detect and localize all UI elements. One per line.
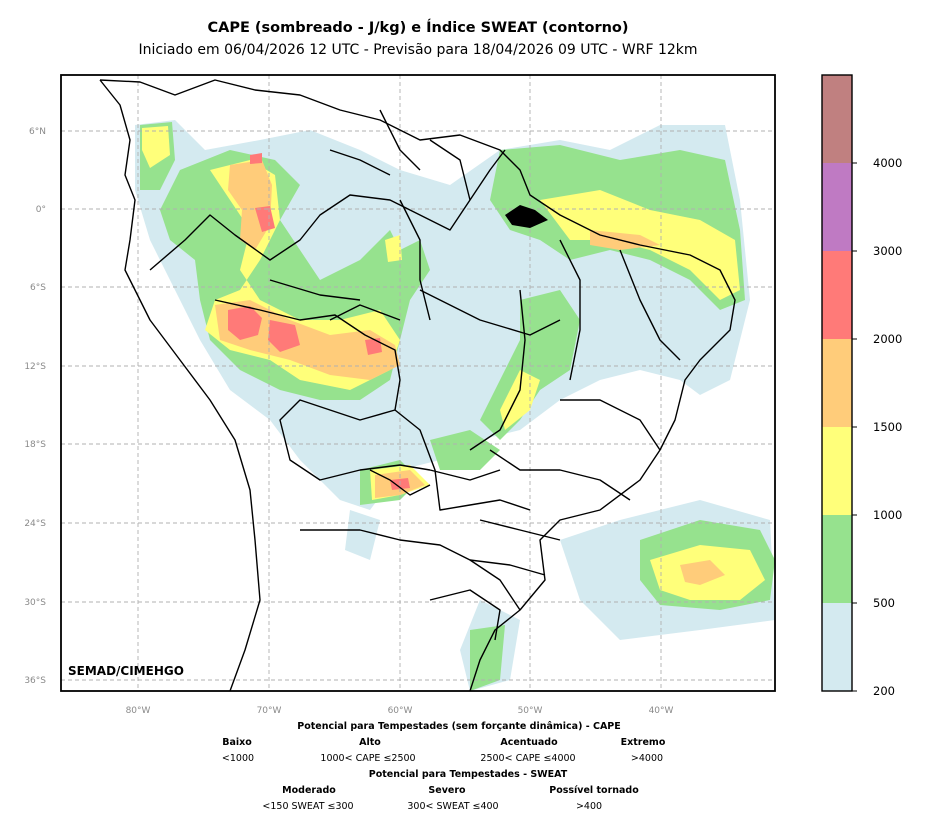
sweat-cat-range: >400	[575, 801, 603, 812]
cape-cat-name: Extremo	[620, 737, 666, 748]
sweat-cat-range: 300< SWEAT ≤400	[407, 801, 499, 812]
lat-tick: 12°S	[24, 362, 46, 372]
colorbar-label: 500	[873, 596, 895, 610]
lon-tick: 60°W	[388, 706, 413, 716]
lat-tick: 30°S	[24, 598, 46, 608]
cape-cat-range: 2500< CAPE ≤4000	[480, 753, 576, 764]
lat-tick: 24°S	[24, 519, 46, 529]
colorbar-label: 4000	[873, 156, 902, 170]
map-title: CAPE (sombreado - J/kg) e Índice SWEAT (…	[207, 20, 629, 36]
cape-cat-range: 1000< CAPE ≤2500	[320, 753, 416, 764]
lon-ticks: 80°W 70°W 60°W 50°W 40°W	[126, 706, 674, 716]
cape-legend-title: Potencial para Tempestades (sem forçante…	[297, 721, 621, 732]
lat-tick: 18°S	[24, 440, 46, 450]
sweat-cat-name: Moderado	[282, 785, 336, 796]
cape-cat-name: Acentuado	[500, 737, 558, 748]
cape-cat-name: Baixo	[222, 737, 252, 748]
colorbar-segment	[822, 163, 852, 251]
map-frame	[60, 74, 776, 692]
colorbar-segment	[822, 603, 852, 691]
colorbar-label: 1000	[873, 508, 902, 522]
sweat-cat-name: Severo	[428, 785, 466, 796]
colorbar-segment	[822, 515, 852, 603]
colorbar-segment	[822, 339, 852, 427]
colorbar-label: 1500	[873, 420, 902, 434]
lon-tick: 50°W	[518, 706, 543, 716]
colorbar: 200 500 1000 1500 2000 3000 4000	[821, 74, 902, 698]
cape-cat-range: >4000	[630, 753, 664, 764]
colorbar-segment	[822, 251, 852, 339]
map-subtitle: Iniciado em 06/04/2026 12 UTC - Previsão…	[138, 42, 698, 58]
sweat-cat-name: Possível tornado	[549, 785, 639, 796]
colorbar-label: 3000	[873, 244, 902, 258]
lat-ticks: 6°N 0° 6°S 12°S 18°S 24°S 30°S 36°S	[24, 127, 46, 686]
borders	[99, 79, 736, 691]
cape-cat-name: Alto	[359, 737, 381, 748]
colorbar-label: 200	[873, 684, 895, 698]
lat-tick: 6°S	[30, 283, 46, 293]
lon-tick: 70°W	[257, 706, 282, 716]
lat-tick: 36°S	[24, 676, 46, 686]
lon-tick: 40°W	[649, 706, 674, 716]
sweat-legend-title: Potencial para Tempestades - SWEAT	[368, 769, 568, 780]
colorbar-label: 2000	[873, 332, 902, 346]
colorbar-frame	[821, 74, 853, 692]
lon-tick: 80°W	[126, 706, 151, 716]
credit-label: SEMAD/CIMEHGO	[68, 664, 184, 678]
lat-tick: 6°N	[29, 127, 46, 137]
sweat-cat-range: <150 SWEAT ≤300	[262, 801, 354, 812]
colorbar-segment	[822, 427, 852, 515]
lat-tick: 0°	[36, 205, 46, 215]
cape-shading	[61, 75, 775, 691]
amazon-delta	[505, 205, 548, 228]
colorbar-segment	[822, 75, 852, 163]
cape-cat-range: <1000	[221, 753, 255, 764]
